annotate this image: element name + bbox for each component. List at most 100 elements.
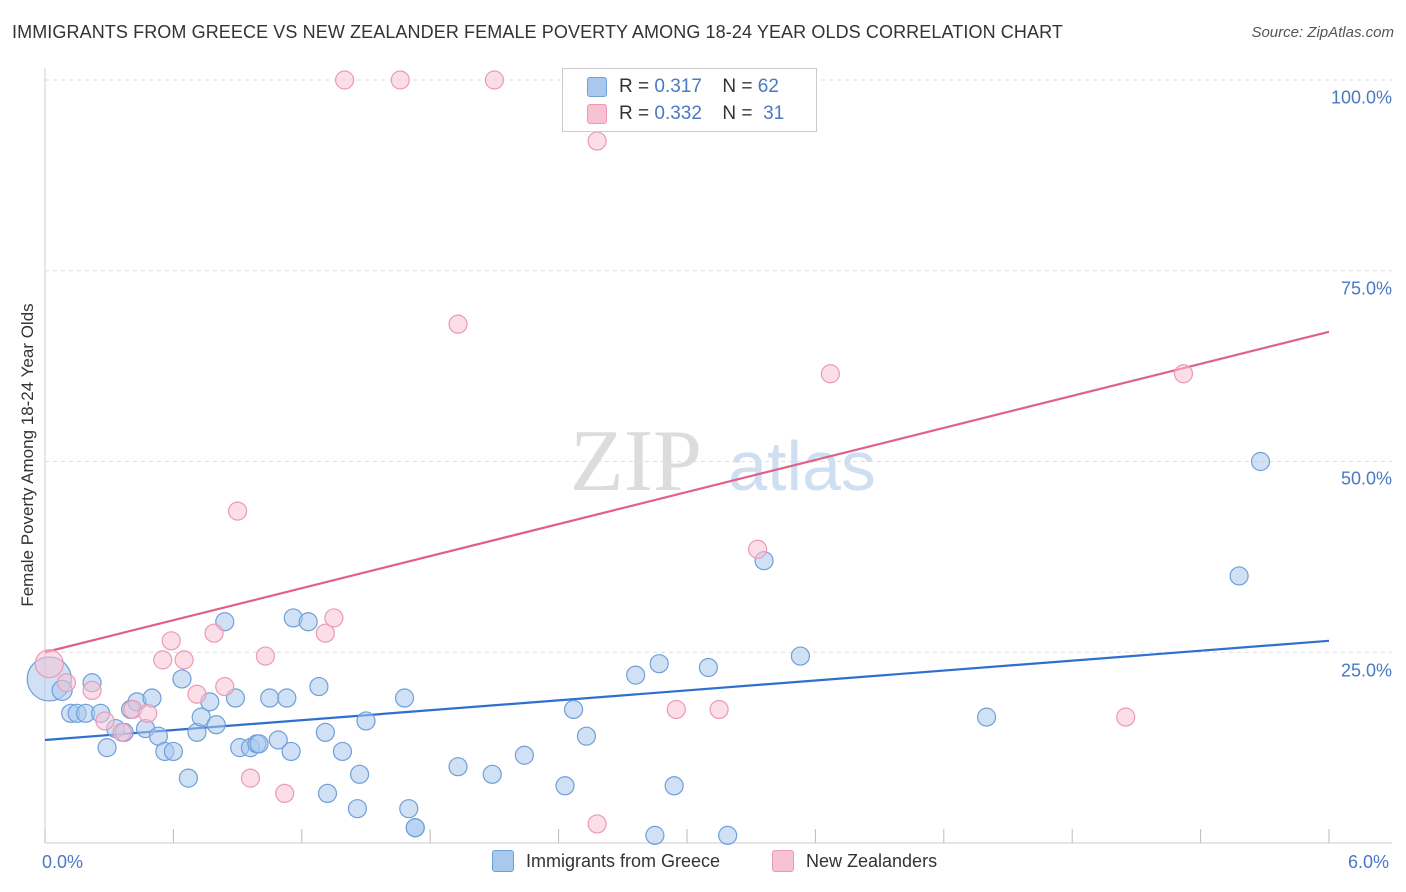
bottom-legend-nz: New Zealanders — [772, 850, 937, 872]
point-greece — [718, 825, 738, 845]
y-tick-75: 75.0% — [1340, 278, 1392, 299]
point-new-zealander — [666, 699, 686, 720]
point-new-zealander — [587, 131, 607, 151]
watermark: ZIP atlas — [570, 413, 876, 510]
point-new-zealander — [174, 650, 194, 670]
point-new-zealander — [587, 814, 607, 834]
point-greece — [332, 741, 353, 762]
watermark-zip: ZIP — [570, 413, 702, 510]
point-greece — [356, 711, 376, 731]
point-greece — [260, 688, 280, 708]
point-greece — [664, 776, 684, 796]
point-new-zealander — [335, 70, 355, 90]
point-greece — [576, 726, 597, 746]
point-greece — [277, 688, 297, 708]
trend-line-greece — [44, 639, 1330, 742]
y-tick-50: 50.0% — [1340, 468, 1392, 489]
point-greece — [1229, 566, 1249, 586]
point-greece — [394, 688, 415, 708]
point-new-zealander — [448, 314, 468, 334]
legend-swatch-pink — [587, 104, 607, 124]
point-new-zealander — [315, 623, 335, 643]
stats-legend: R = 0.317 N = 62 R = 0.332 N = 31 — [562, 68, 817, 132]
y-tick-100: 100.0% — [1330, 87, 1392, 108]
data-points — [26, 70, 1271, 845]
point-new-zealander — [187, 684, 207, 704]
point-greece — [1250, 451, 1271, 472]
point-greece — [172, 669, 192, 689]
point-greece — [790, 646, 811, 666]
legend-r-label: R = — [619, 103, 650, 124]
legend-swatch-blue — [587, 77, 607, 97]
bottom-legend-label: New Zealanders — [806, 850, 938, 871]
legend-row-greece: R = 0.317 N = 62 — [587, 75, 779, 99]
bottom-legend-greece: Immigrants from Greece — [492, 850, 720, 872]
point-greece — [315, 722, 335, 742]
point-greece — [448, 757, 468, 777]
point-greece — [268, 730, 288, 750]
point-greece — [649, 654, 669, 674]
legend-r-value: 0.332 — [654, 103, 702, 124]
point-new-zealander — [1116, 707, 1136, 727]
bottom-swatch-blue — [492, 850, 514, 872]
point-new-zealander — [324, 608, 344, 628]
source-label: Source: ZipAtlas.com — [1251, 24, 1394, 41]
point-greece — [698, 657, 719, 678]
point-new-zealander — [138, 703, 158, 723]
trend-lines — [44, 330, 1330, 742]
point-new-zealander — [709, 699, 729, 720]
point-greece — [309, 676, 329, 697]
point-greece — [482, 764, 502, 784]
point-new-zealander — [748, 539, 768, 559]
legend-n-value: 31 — [763, 103, 785, 124]
y-axis-label: Female Poverty Among 18-24 Year Olds — [18, 303, 37, 607]
point-new-zealander — [484, 70, 504, 90]
point-greece — [563, 699, 584, 720]
point-greece — [163, 741, 183, 762]
point-new-zealander — [153, 650, 173, 670]
legend-r-label: R = — [619, 76, 650, 97]
point-greece — [298, 612, 318, 632]
legend-r-value: 0.317 — [654, 76, 702, 97]
point-greece — [317, 783, 338, 804]
point-new-zealander — [228, 501, 248, 521]
point-greece — [399, 799, 419, 819]
point-new-zealander — [204, 623, 224, 643]
point-new-zealander — [112, 722, 132, 742]
point-greece — [555, 776, 575, 796]
point-greece — [349, 764, 370, 784]
point-new-zealander — [215, 676, 235, 697]
legend-n-label: N = — [722, 76, 753, 97]
point-new-zealander — [161, 631, 181, 651]
legend-row-nz: R = 0.332 N = 31 — [587, 102, 784, 126]
point-new-zealander — [34, 649, 64, 679]
point-greece — [626, 665, 646, 685]
point-new-zealander — [1173, 364, 1194, 384]
point-greece — [249, 734, 269, 754]
point-greece — [206, 715, 226, 735]
y-tick-25: 25.0% — [1340, 660, 1392, 681]
point-new-zealander — [56, 673, 77, 693]
point-new-zealander — [240, 768, 261, 788]
chart-title: IMMIGRANTS FROM GREECE VS NEW ZEALANDER … — [12, 22, 1063, 42]
point-greece — [191, 707, 211, 727]
bottom-swatch-pink — [772, 850, 794, 872]
point-greece — [347, 799, 368, 819]
point-greece — [514, 745, 534, 765]
point-new-zealander — [390, 70, 410, 90]
point-greece — [645, 825, 665, 845]
point-new-zealander — [255, 646, 276, 666]
point-greece — [178, 768, 198, 788]
legend-n-label: N = — [722, 103, 753, 124]
point-greece — [281, 741, 301, 762]
point-new-zealander — [82, 680, 102, 701]
x-tick-min: 0.0% — [42, 852, 84, 872]
bottom-legend-label: Immigrants from Greece — [526, 850, 721, 871]
point-greece — [976, 707, 997, 727]
legend-n-value: 62 — [757, 76, 779, 97]
watermark-atlas: atlas — [728, 427, 876, 505]
point-greece — [405, 818, 425, 838]
x-tick-max: 6.0% — [1348, 852, 1390, 872]
point-new-zealander — [275, 783, 295, 804]
